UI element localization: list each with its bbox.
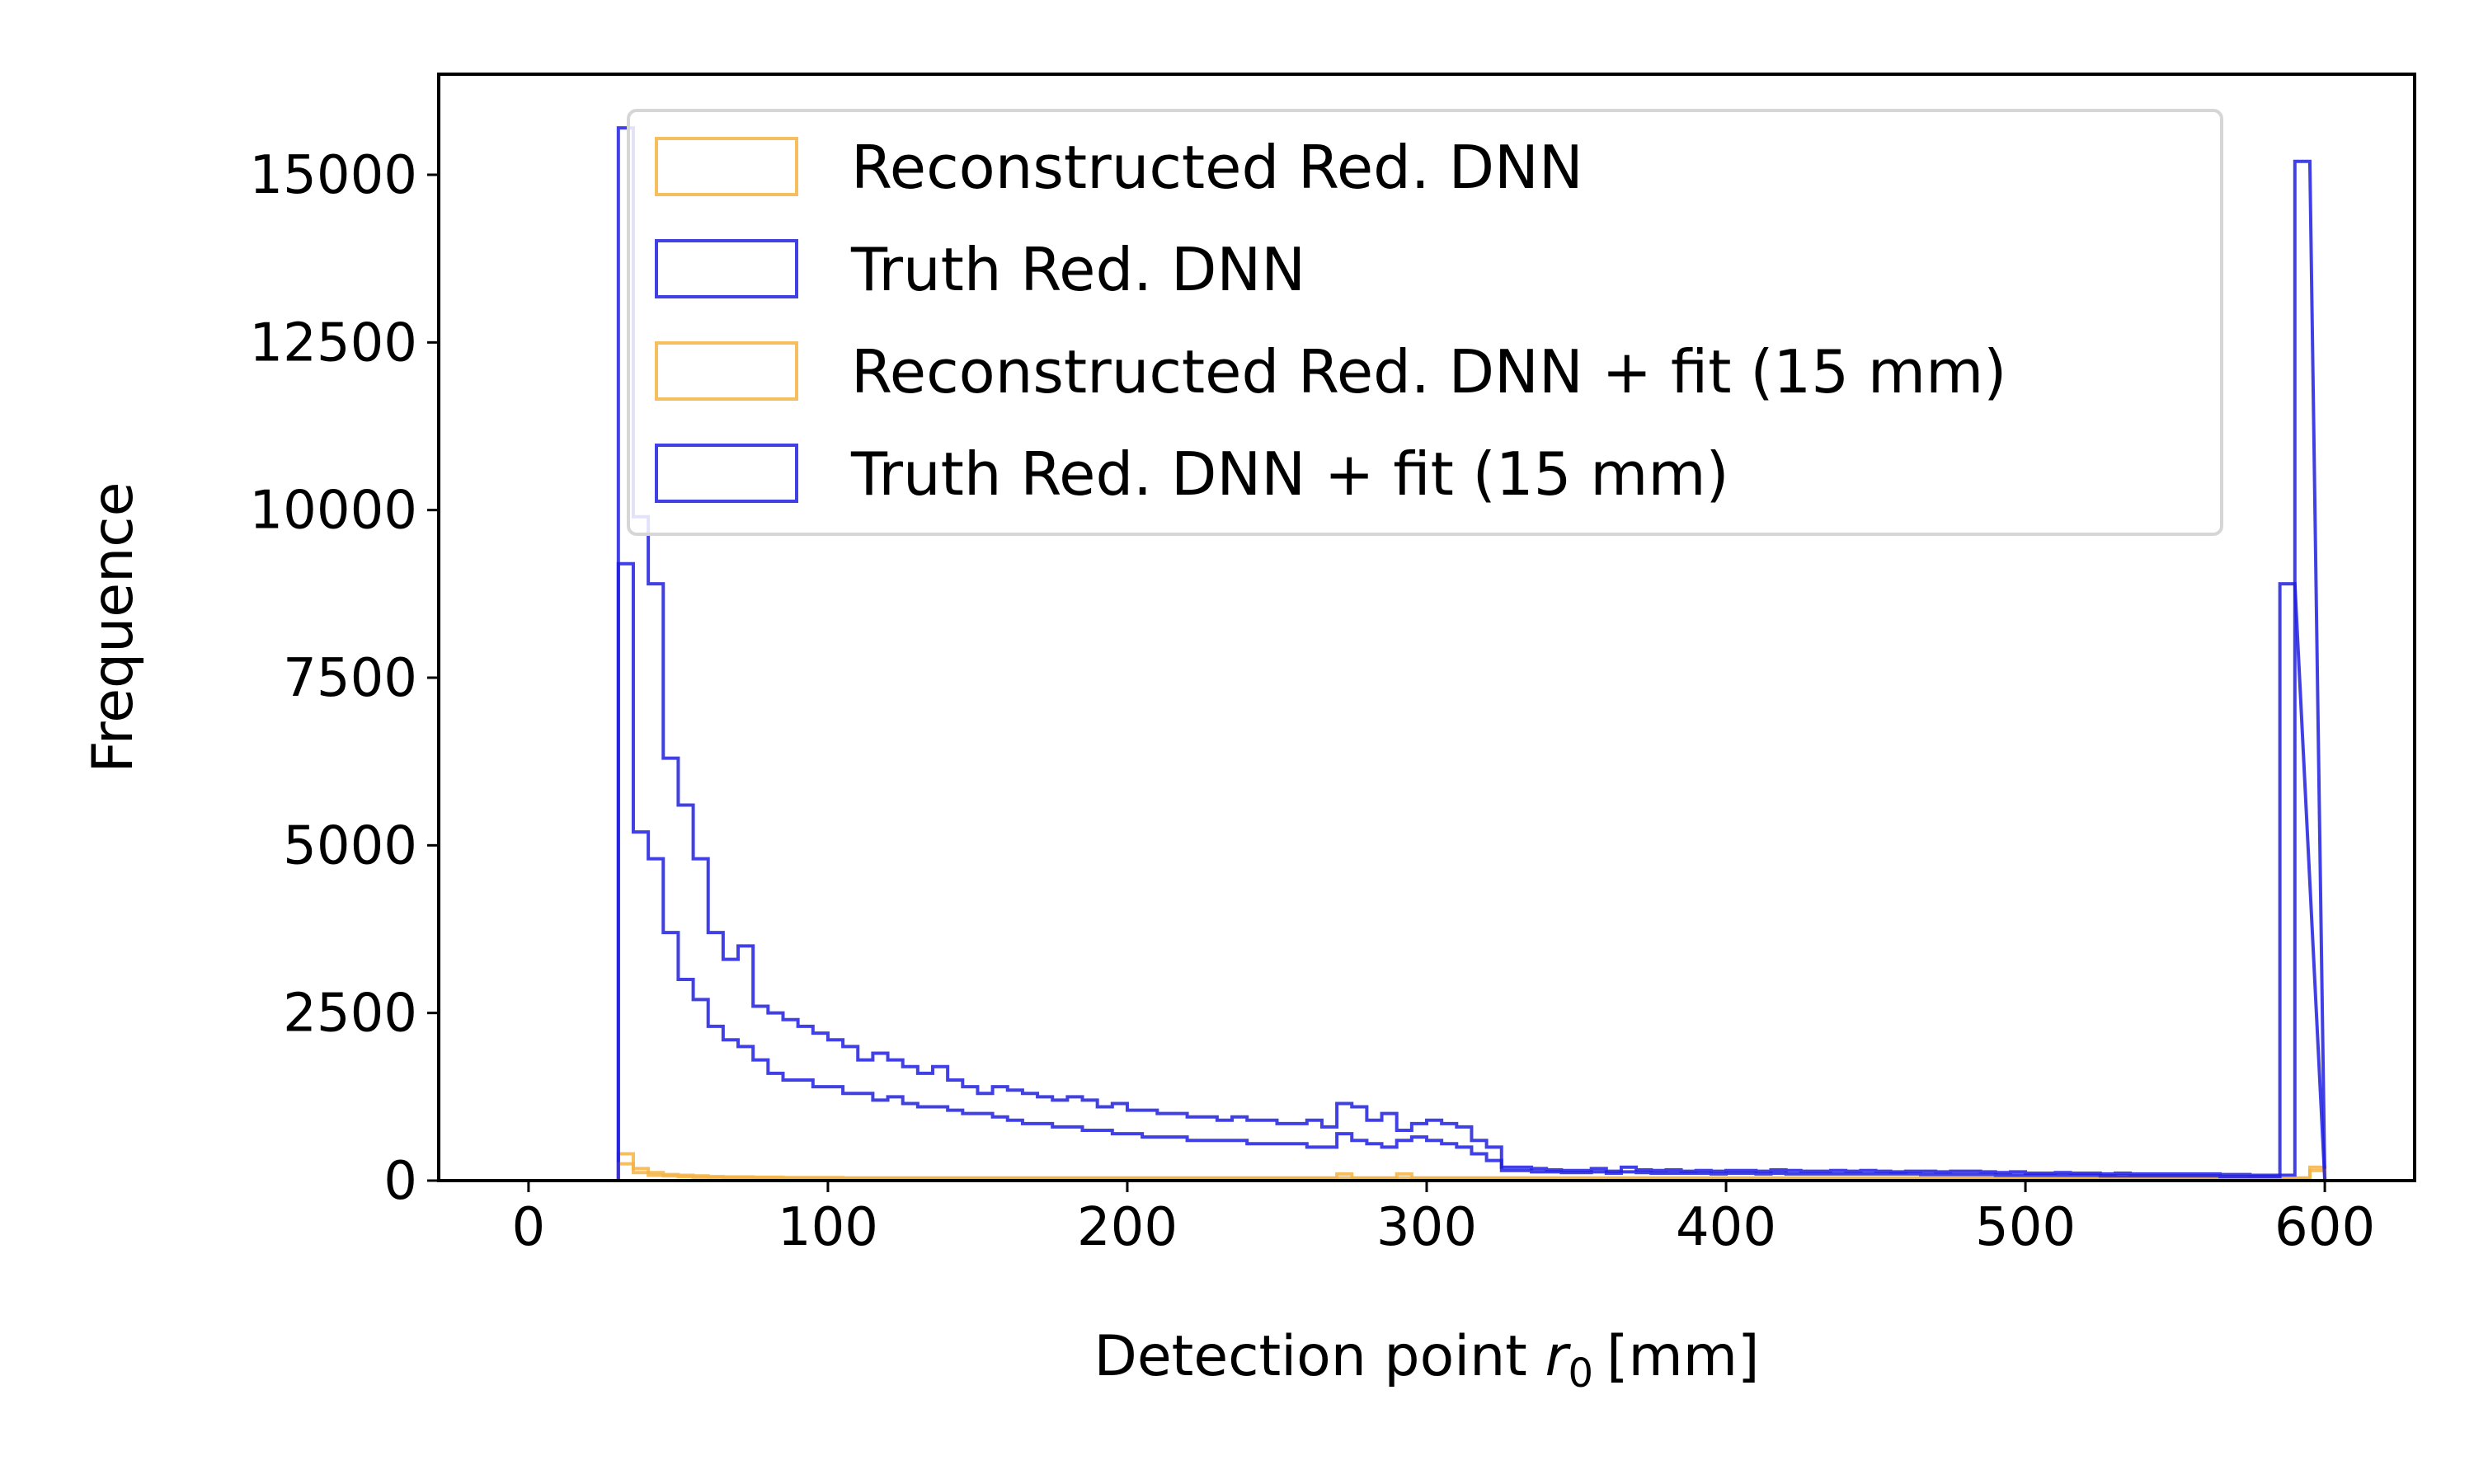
y-tick-label: 2500 [283, 984, 417, 1045]
y-axis-ticks: 0 2500 5000 7500 10000 12500 15000 [249, 145, 439, 1212]
series-2-histogram [528, 126, 2327, 1182]
series-3-histogram [528, 1162, 2327, 1182]
legend-swatch-1 [655, 137, 798, 196]
legend: Reconstructed Red. DNN Truth Red. DNN Reco… [627, 109, 2223, 536]
x-axis-label: Detection point r0 [mm] [1094, 1324, 1759, 1397]
legend-label-3: Reconstructed Red. DNN + fit (15 mm) [851, 337, 2006, 406]
x-tick-label: 400 [1676, 1197, 1776, 1258]
x-axis-label-symbol: r [1545, 1324, 1571, 1389]
x-axis-ticks: 0 100 200 300 400 500 600 [512, 1181, 2375, 1258]
series-4-histogram [528, 561, 2327, 1182]
y-tick-label: 10000 [249, 481, 417, 542]
x-axis-label-subscript: 0 [1568, 1350, 1593, 1397]
legend-swatch-2 [655, 239, 798, 298]
x-tick-label: 500 [1975, 1197, 2076, 1258]
y-tick-label: 0 [383, 1151, 417, 1212]
legend-label-4: Truth Red. DNN + fit (15 mm) [850, 439, 1729, 509]
legend-entries: Reconstructed Red. DNN Truth Red. DNN Reco… [655, 133, 2006, 509]
x-axis-label-text: Detection point [1094, 1324, 1526, 1389]
x-tick-label: 600 [2274, 1197, 2375, 1258]
x-axis-label-unit: [mm] [1606, 1324, 1760, 1389]
y-tick-label: 7500 [283, 648, 417, 709]
legend-box [627, 109, 2223, 536]
x-tick-label: 300 [1376, 1197, 1477, 1258]
x-tick-label: 100 [778, 1197, 878, 1258]
legend-swatch-3 [655, 341, 798, 401]
x-tick-label: 0 [512, 1197, 546, 1258]
x-tick-label: 200 [1077, 1197, 1178, 1258]
legend-swatch-4 [655, 444, 798, 503]
series-layer [528, 126, 2327, 1182]
y-tick-label: 12500 [249, 312, 417, 373]
y-tick-label: 5000 [283, 815, 417, 876]
y-tick-label: 15000 [249, 145, 417, 206]
y-axis-label: Frequence [81, 482, 146, 773]
legend-label-2: Truth Red. DNN [850, 235, 1305, 304]
legend-label-1: Reconstructed Red. DNN [851, 133, 1583, 202]
